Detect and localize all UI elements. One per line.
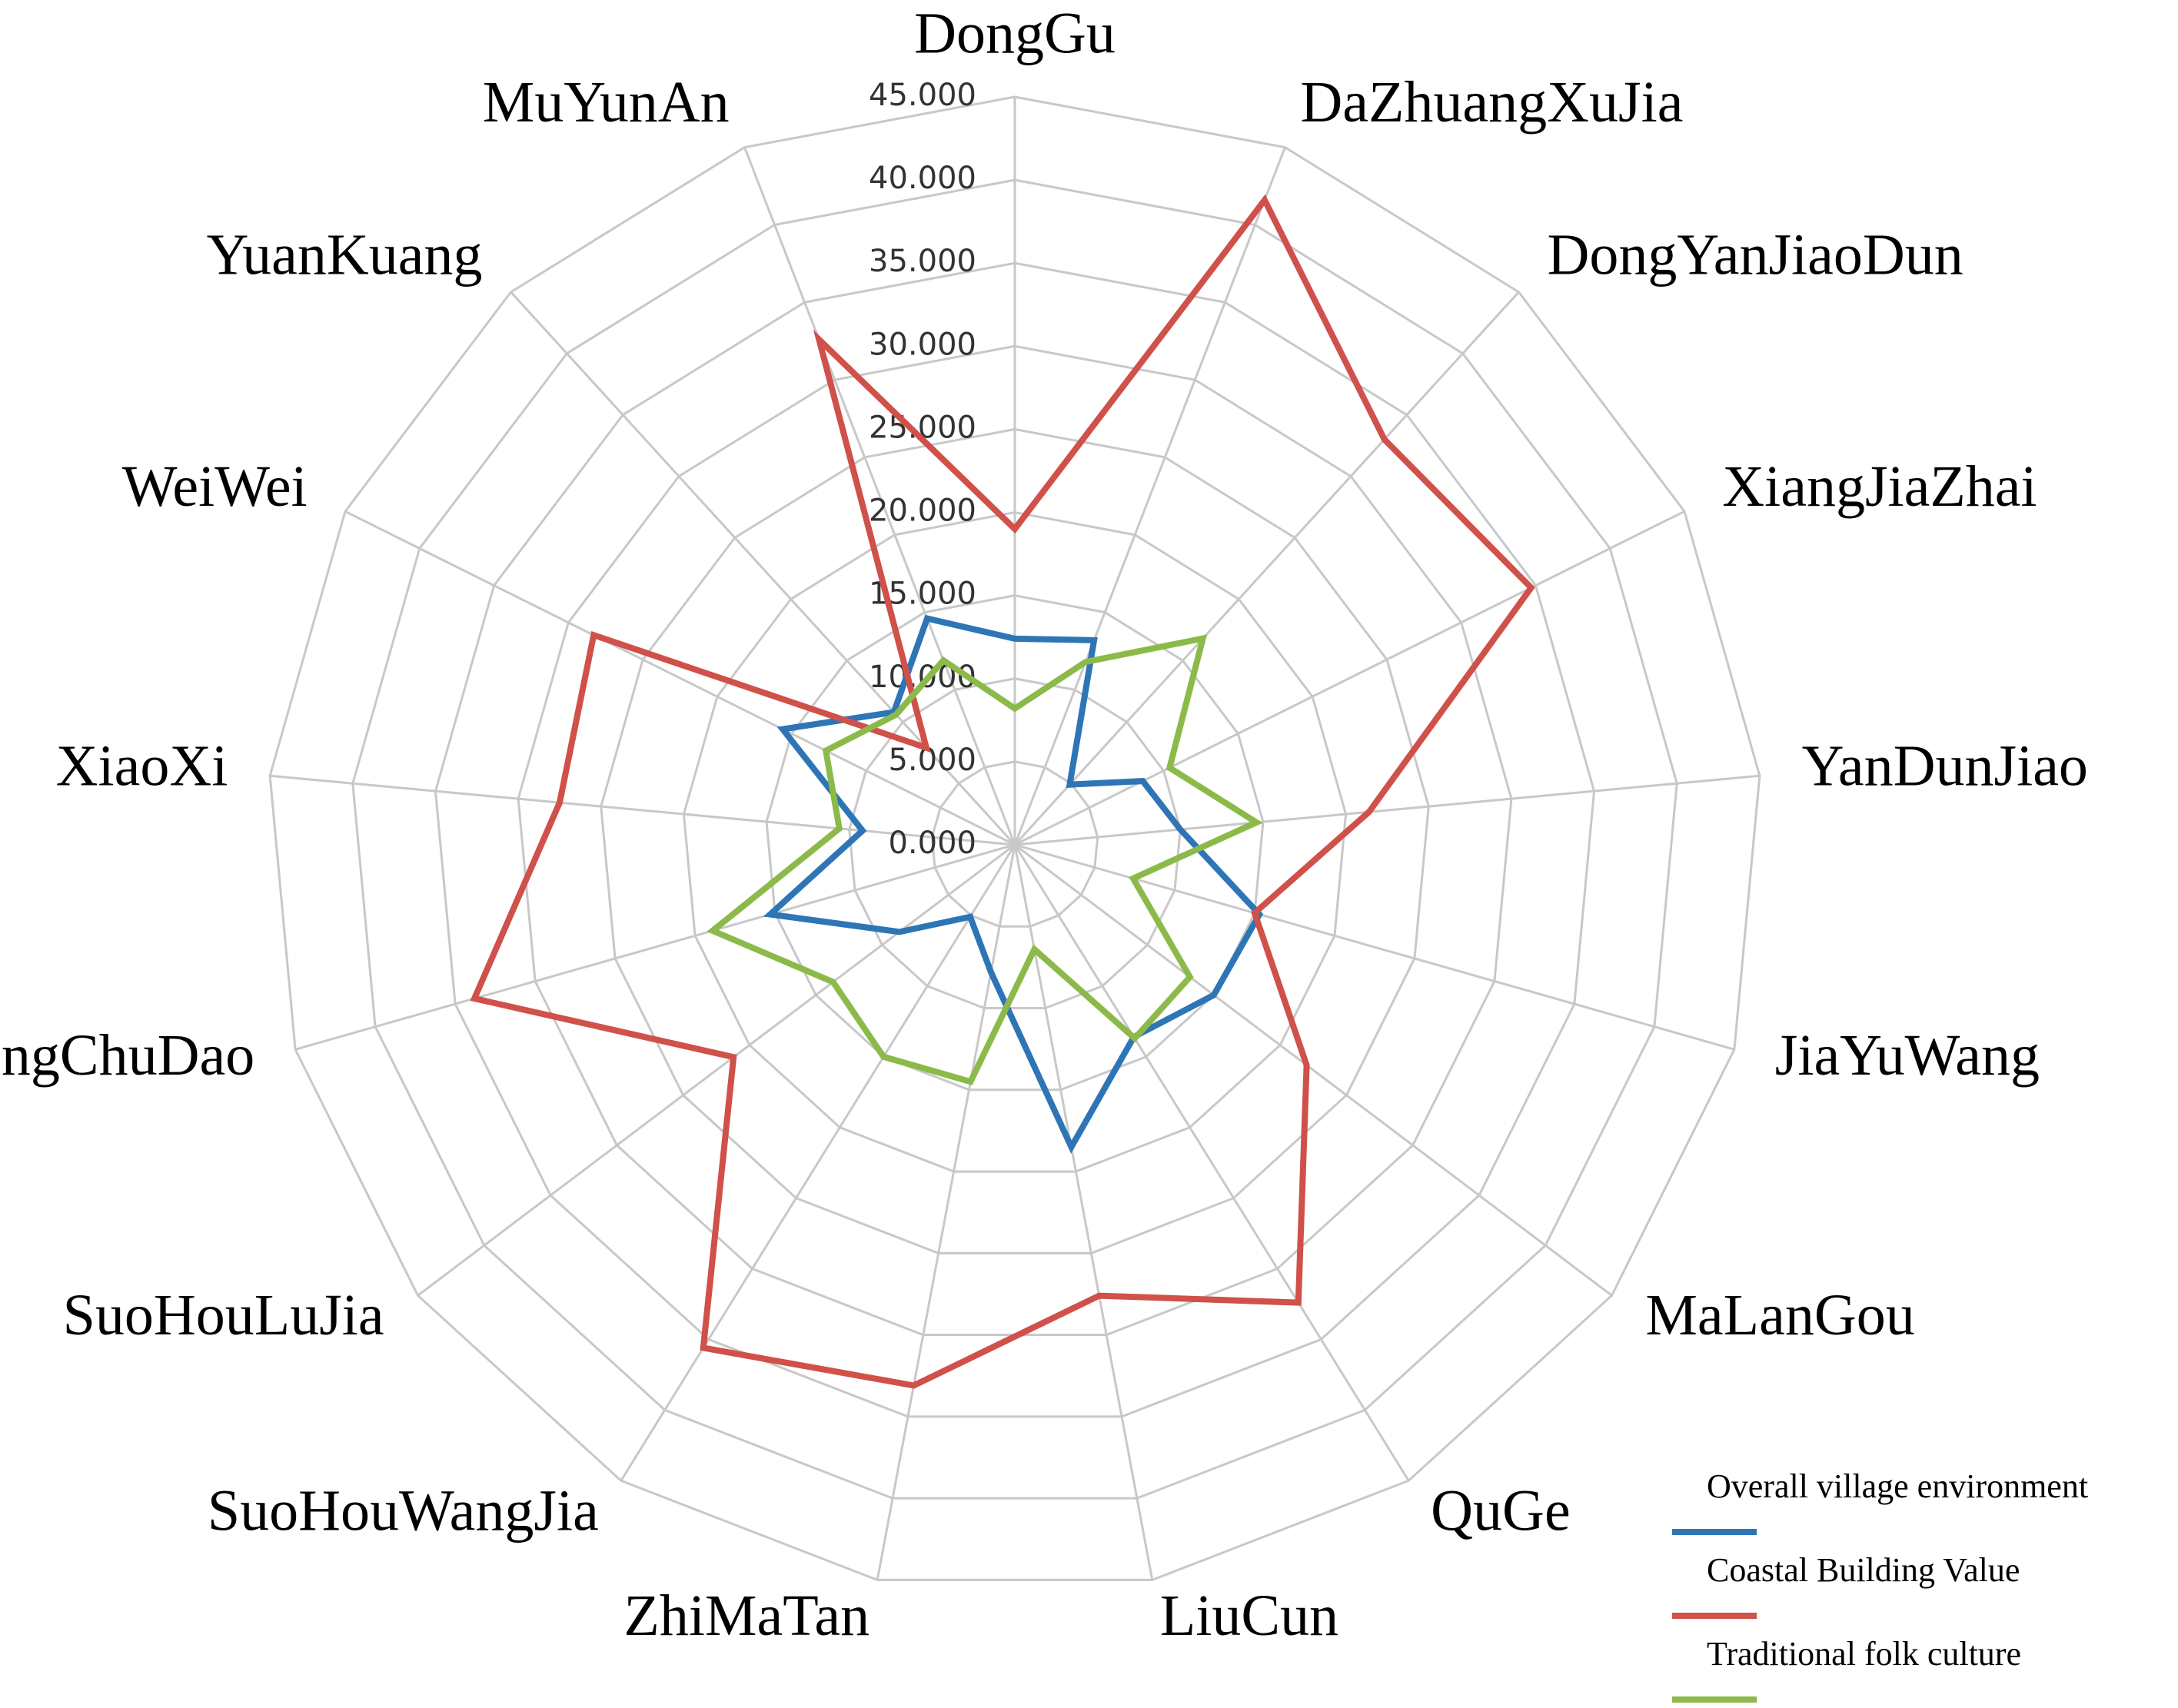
grid-ring [930,760,1099,928]
series-line [470,194,1535,1389]
category-label: YanDunJiao [1802,734,2088,799]
spoke [294,843,1016,1051]
spoke [510,291,1016,846]
spoke [1014,843,1613,1297]
category-label: XiaoXi [56,734,228,799]
legend-label: Traditional folk culture [1707,1635,2021,1673]
tick-label: 0.000 [888,826,976,861]
category-label: SuoHouLuJia [63,1283,384,1347]
grid-ring [600,427,1430,1254]
category-label: QuGe [1431,1478,1571,1543]
grid-ring [351,178,1678,1500]
category-label: LiuCun [1160,1583,1338,1648]
category-label: SuoHouWangJia [208,1478,599,1543]
category-label: DongYanJiaoDun [1548,223,1964,287]
spoke [344,510,1016,846]
spoke [1014,510,1685,846]
spoke [620,844,1016,1482]
spoke [1013,147,1286,846]
category-label: DongGu [914,1,1116,65]
legend-label: Overall village environment [1707,1467,2088,1505]
tick-label: 40.000 [869,161,976,196]
spoke [1014,774,1760,846]
spoke [270,774,1016,846]
spoke [1013,844,1154,1580]
spoke [1013,844,1410,1482]
tick-label: 10.000 [869,660,976,695]
tick-label: 20.000 [869,493,976,529]
spoke [743,147,1016,846]
tick-label: 5.000 [888,743,976,778]
tick-label: 35.000 [869,244,976,279]
grid-ring [848,677,1182,1010]
category-label: ZhiMaTan [623,1583,870,1648]
series-line [707,634,1263,1085]
category-label: MuYunAn [483,70,730,135]
category-label: WeiWei [122,454,308,519]
tick-label: 30.000 [869,327,976,362]
grid-ring [268,95,1761,1581]
tick-label: 45.000 [869,78,976,113]
spoke [1013,291,1520,846]
grid-ring [434,261,1596,1418]
category-label: JiaYuWang [1775,1023,2040,1088]
category-label: MaLanGou [1645,1283,1914,1347]
category-label: DaZhuangXuJia [1300,70,1683,135]
category-label: XiangJiaZhai [1722,454,2037,519]
legend-label: Coastal Building Value [1707,1551,2020,1589]
category-label: YuanKuang [207,223,483,287]
category-label: DongChuDao [0,1023,254,1088]
spoke [417,843,1016,1297]
series-line [763,614,1264,1154]
grid-ring [765,594,1265,1092]
